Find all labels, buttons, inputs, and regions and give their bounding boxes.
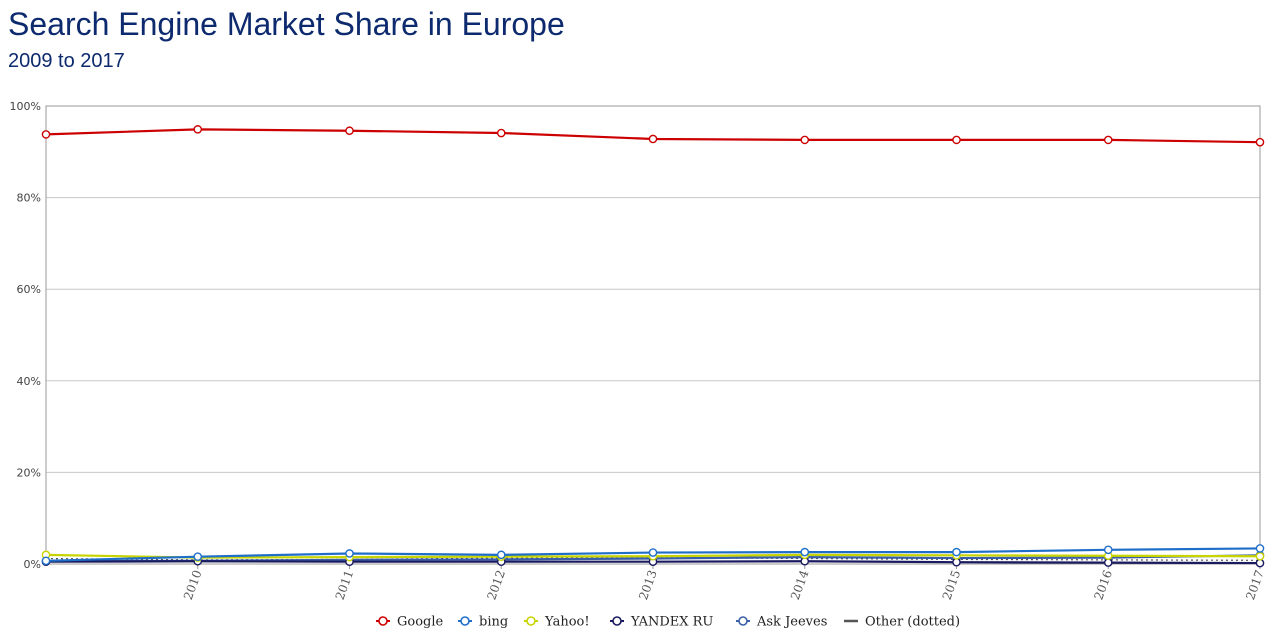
y-tick-label: 0% — [24, 558, 41, 571]
series-bing — [41, 544, 1265, 566]
data-point[interactable] — [1255, 551, 1265, 561]
legend-marker — [378, 616, 388, 626]
x-tick-label: 2012 — [484, 568, 508, 601]
data-point[interactable] — [1255, 137, 1265, 147]
legend: Google bing Yahoo! YANDEX RU Ask Jeeves Other… — [376, 615, 960, 630]
legend-label: Ask Jeeves — [756, 615, 827, 630]
legend-label: YANDEX RU — [630, 615, 713, 630]
data-point[interactable] — [496, 128, 506, 138]
data-point[interactable] — [41, 556, 51, 566]
y-tick-label: 60% — [17, 283, 41, 296]
y-tick-label: 80% — [17, 192, 41, 205]
data-point[interactable] — [41, 130, 51, 139]
x-tick-label: 2010 — [181, 568, 205, 601]
legend-marker — [526, 616, 536, 626]
x-tick-label: 2017 — [1243, 568, 1267, 601]
data-point[interactable] — [1103, 545, 1113, 555]
data-point[interactable] — [345, 126, 354, 136]
legend-item[interactable]: Ask Jeeves — [736, 615, 827, 630]
legend-label: Other (dotted) — [865, 615, 960, 630]
legend-label: Yahoo! — [544, 615, 590, 630]
plot-border — [45, 105, 1261, 565]
y-tick-label: 40% — [17, 375, 41, 388]
data-point[interactable] — [193, 125, 203, 134]
data-point[interactable] — [800, 547, 810, 557]
legend-marker — [460, 616, 470, 626]
x-tick-label: 2011 — [333, 568, 357, 601]
series-line — [45, 556, 1261, 561]
data-point[interactable] — [1255, 558, 1265, 568]
series-google — [41, 125, 1265, 147]
legend-item[interactable]: Yahoo! — [524, 615, 590, 630]
legend-marker — [738, 616, 748, 626]
chart-subtitle: 2009 to 2017 — [8, 50, 125, 72]
data-point[interactable] — [1103, 135, 1113, 145]
data-point[interactable] — [1255, 544, 1265, 553]
data-point[interactable] — [193, 552, 203, 561]
axes: 0% 20% 40% 60% 80% 100% 2010 2011 2012 2013 2014 20… — [10, 100, 1267, 602]
legend-marker — [612, 616, 622, 626]
legend-item[interactable]: Other (dotted) — [844, 615, 960, 630]
data-point[interactable] — [496, 550, 506, 560]
x-tick-label: 2013 — [636, 568, 660, 601]
legend-item[interactable]: bing — [458, 615, 508, 630]
chart-title: Search Engine Market Share in Europe — [8, 6, 565, 42]
data-point[interactable] — [648, 134, 658, 144]
series-lines — [41, 125, 1265, 568]
legend-label: bing — [479, 615, 508, 630]
data-point[interactable] — [1103, 558, 1113, 567]
x-tick-label: 2014 — [788, 568, 812, 602]
data-point[interactable] — [952, 557, 961, 567]
data-point[interactable] — [345, 549, 354, 558]
x-tick-label: 2016 — [1091, 568, 1115, 601]
data-point[interactable] — [648, 548, 658, 557]
y-tick-label: 100% — [10, 100, 41, 113]
data-point[interactable] — [800, 135, 810, 145]
legend-item[interactable]: Google — [376, 615, 444, 630]
legend-label: Google — [397, 615, 444, 630]
legend-item[interactable]: YANDEX RU — [610, 615, 713, 630]
data-point[interactable] — [952, 135, 961, 145]
y-tick-label: 20% — [17, 466, 41, 479]
grid — [46, 105, 1260, 565]
x-tick-label: 2015 — [940, 568, 964, 601]
data-point[interactable] — [952, 547, 961, 557]
series-other-dotted — [45, 556, 1261, 561]
